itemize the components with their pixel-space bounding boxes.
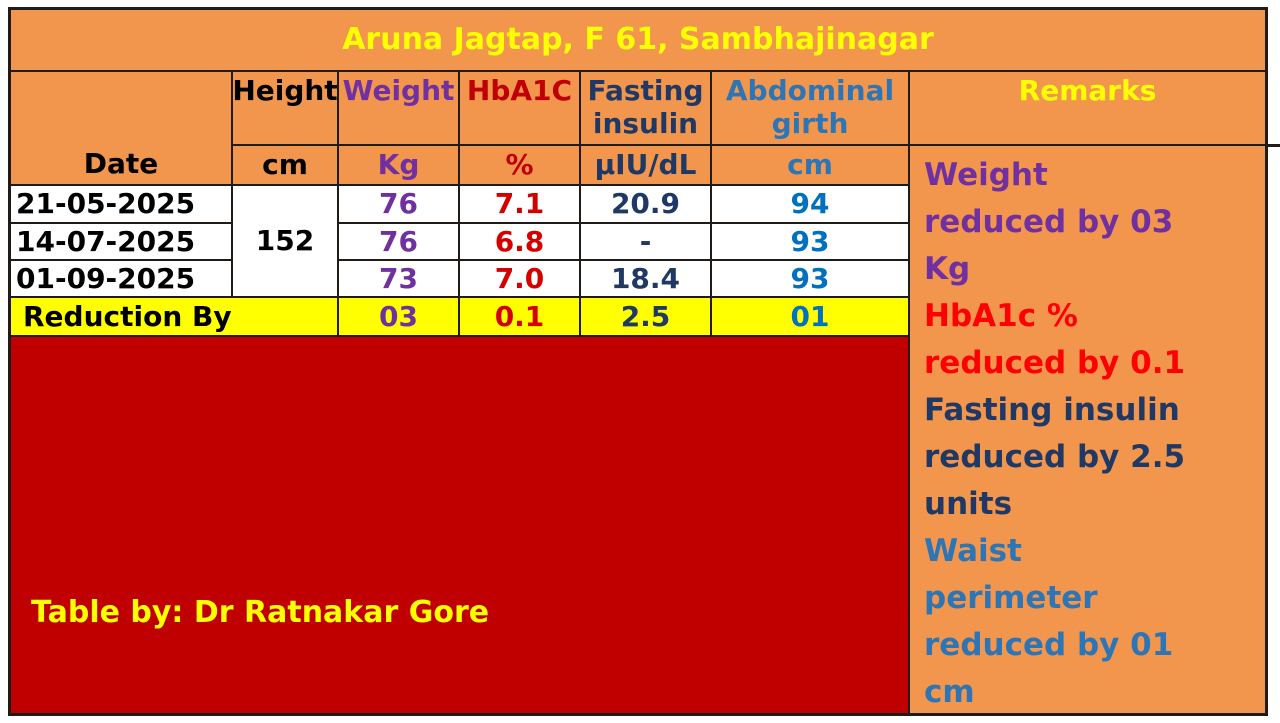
height-value-cell: 152: [233, 186, 337, 296]
remarks-cell: Weight reduced by 03 Kg HbA1c % reduced …: [910, 146, 1265, 713]
remark-line: reduced by 03: [924, 204, 1174, 240]
column-header-remarks: Remarks: [910, 72, 1265, 144]
unit-weight-kg: Kg: [339, 146, 458, 184]
remark-line: Weight: [924, 157, 1048, 193]
fasting-value-row3: 18.4: [581, 261, 710, 296]
hba1c-value-row3: 7.0: [460, 261, 579, 296]
remark-line: Kg: [924, 251, 971, 287]
credit-text: Table by: Dr Ratnakar Gore: [31, 595, 490, 630]
remark-line: cm: [924, 674, 975, 710]
fasting-value-row2: -: [581, 224, 710, 259]
column-header-fasting-insulin: Fasting insulin: [581, 72, 710, 144]
column-header-abdominal-girth: Abdominal girth: [712, 72, 908, 144]
red-banner: Table by: Dr Ratnakar Gore: [11, 337, 908, 713]
unit-height-cm: cm: [233, 146, 337, 184]
hba1c-value-row1: 7.1: [460, 186, 579, 222]
hba1c-value-row2: 6.8: [460, 224, 579, 259]
reduction-hba1c: 0.1: [460, 298, 579, 335]
girth-value-row2: 93: [712, 224, 908, 259]
remark-line: reduced by 0.1: [924, 345, 1186, 381]
weight-value-row2: 76: [339, 224, 458, 259]
unit-fasting-uiudl: µIU/dL: [581, 146, 710, 184]
column-header-height: Height: [233, 72, 337, 144]
date-cell-row2: 14-07-2025: [11, 224, 231, 259]
unit-hba1c-percent: %: [460, 146, 579, 184]
weight-value-row1: 76: [339, 186, 458, 222]
page-title: Aruna Jagtap, F 61, Sambhajinagar: [11, 10, 1265, 70]
column-header-date: Date: [11, 72, 231, 184]
date-cell-row1: 21-05-2025: [11, 186, 231, 222]
patient-progress-table: Aruna Jagtap, F 61, Sambhajinagar Date H…: [8, 7, 1268, 716]
column-header-weight: Weight: [339, 72, 458, 144]
header-separator-tick: [1265, 144, 1280, 147]
girth-value-row1: 94: [712, 186, 908, 222]
remark-line: Fasting insulin: [924, 392, 1180, 428]
unit-girth-cm: cm: [712, 146, 908, 184]
reduction-fasting: 2.5: [581, 298, 710, 335]
reduction-girth: 01: [712, 298, 908, 335]
date-cell-row3: 01-09-2025: [11, 261, 231, 296]
reduction-label: Reduction By: [11, 298, 337, 335]
remark-line: reduced by 01: [924, 627, 1174, 663]
remark-line: units: [924, 486, 1013, 522]
girth-value-row3: 93: [712, 261, 908, 296]
remark-line: Waist: [924, 533, 1022, 569]
reduction-weight: 03: [339, 298, 458, 335]
column-header-hba1c: HbA1C: [460, 72, 579, 144]
remark-line: perimeter: [924, 580, 1098, 616]
fasting-value-row1: 20.9: [581, 186, 710, 222]
weight-value-row3: 73: [339, 261, 458, 296]
remark-line: reduced by 2.5: [924, 439, 1186, 475]
remark-line: HbA1c %: [924, 298, 1078, 334]
